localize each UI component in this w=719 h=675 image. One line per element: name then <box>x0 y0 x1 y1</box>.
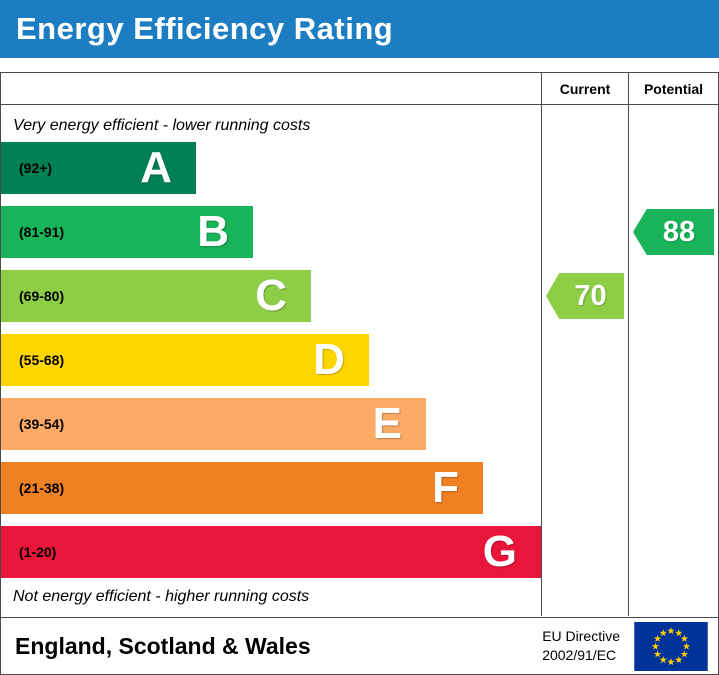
band-e-letter: E <box>372 399 402 448</box>
band-g: (1-20) G <box>1 526 541 578</box>
potential-column: 88 <box>628 105 718 616</box>
current-indicator: 70 <box>546 273 624 319</box>
title-bar: Energy Efficiency Rating <box>0 0 719 58</box>
rating-bands: (92+) A (81-91) B (69-80) C (55-68) D <box>1 142 541 578</box>
band-f-range: (21-38) <box>19 480 65 496</box>
page-title: Energy Efficiency Rating <box>16 11 394 46</box>
band-f: (21-38) F <box>1 462 483 514</box>
column-headers: Current Potential <box>1 73 718 105</box>
bottom-note: Not energy efficient - higher running co… <box>13 588 310 605</box>
footer: England, Scotland & Wales EU Directive 2… <box>0 618 719 675</box>
rating-table: Current Potential Very energy efficient … <box>0 72 719 618</box>
band-f-letter: F <box>432 463 459 512</box>
region-label: England, Scotland & Wales <box>15 632 311 659</box>
band-b-letter: B <box>197 207 229 256</box>
current-rating-value: 70 <box>574 279 607 312</box>
bands-area: Very energy efficient - lower running co… <box>1 105 541 616</box>
band-e-range: (39-54) <box>19 416 65 432</box>
band-e: (39-54) E <box>1 398 426 450</box>
current-column: 70 <box>541 105 628 616</box>
current-column-header: Current <box>541 73 628 104</box>
band-c-range: (69-80) <box>19 288 65 304</box>
eu-directive-line1: EU Directive <box>542 628 620 645</box>
band-c-letter: C <box>255 271 287 320</box>
band-g-range: (1-20) <box>19 544 57 560</box>
band-d-range: (55-68) <box>19 352 65 368</box>
band-a-letter: A <box>140 143 172 192</box>
potential-indicator: 88 <box>633 209 714 255</box>
band-d: (55-68) D <box>1 334 369 386</box>
eu-flag-icon <box>634 621 708 671</box>
band-d-letter: D <box>313 335 345 384</box>
chart-body: Very energy efficient - lower running co… <box>1 105 718 616</box>
band-a: (92+) A <box>1 142 196 194</box>
eu-directive-label: EU Directive 2002/91/EC <box>542 627 620 665</box>
potential-column-header: Potential <box>628 73 718 104</box>
potential-rating-value: 88 <box>662 215 696 248</box>
band-c: (69-80) C <box>1 270 311 322</box>
band-b: (81-91) B <box>1 206 253 258</box>
header-spacer <box>1 73 541 104</box>
band-a-range: (92+) <box>19 160 53 176</box>
band-b-range: (81-91) <box>19 224 65 240</box>
top-note: Very energy efficient - lower running co… <box>13 117 311 134</box>
eu-directive-line2: 2002/91/EC <box>542 647 617 663</box>
band-g-letter: G <box>482 527 517 576</box>
